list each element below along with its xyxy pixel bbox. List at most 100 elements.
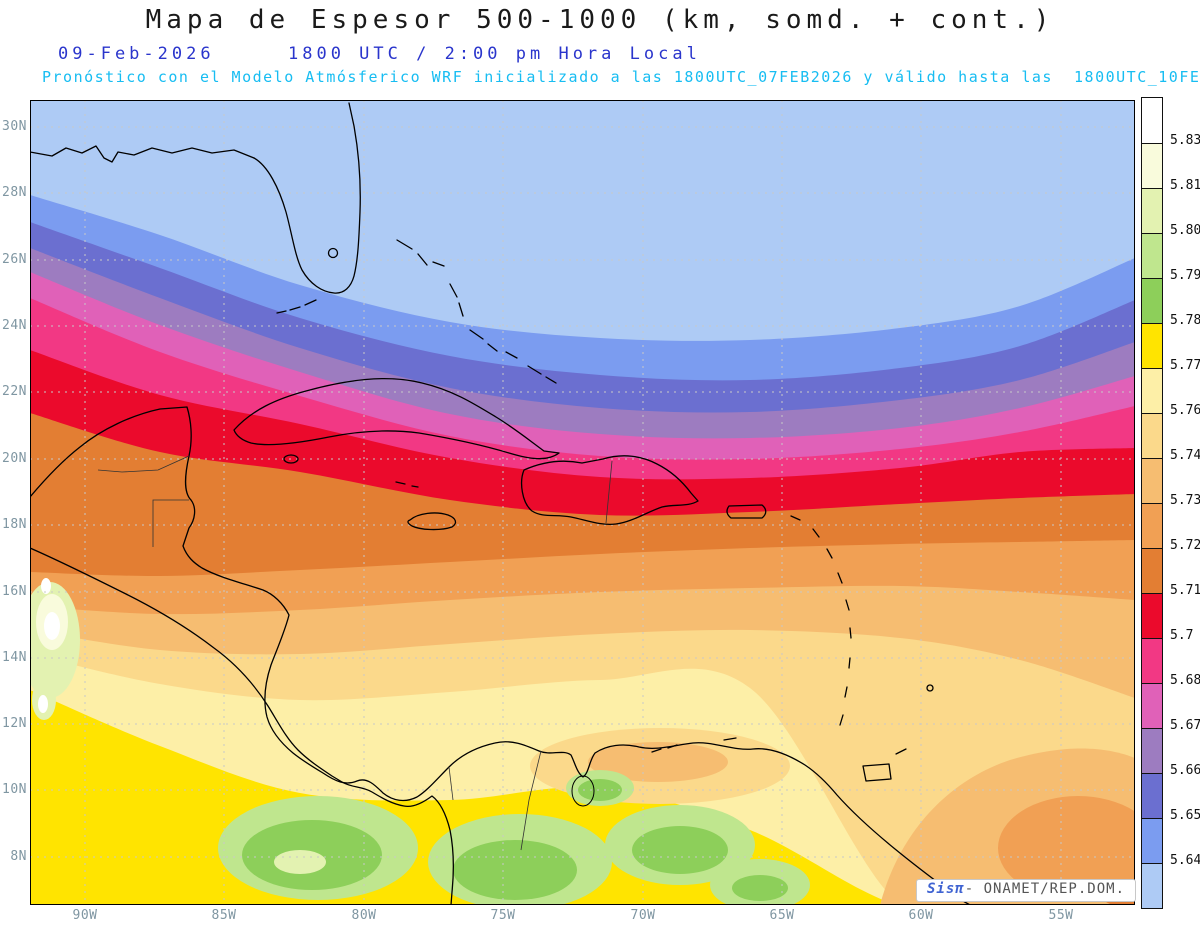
colorbar-segment [1142,503,1162,548]
lon-tick-label: 70W [630,908,656,923]
white-pocket-southwest-2 [41,578,51,594]
colorbar-tick-label: 5.748 [1170,448,1200,463]
border-colombia-venezuela [520,750,542,851]
lat-tick-label: 12N [2,716,27,731]
colorbar-tick-label: 5.736 [1170,493,1200,508]
lat-tick-label: 18N [2,517,27,532]
valid-date: 09-Feb-2026 [58,44,215,64]
border-belize-guatemala [152,499,189,547]
cayman-islands [395,481,419,488]
lat-tick-label: 20N [2,451,27,466]
watermark-org: - ONAMET/REP.DOM. [964,881,1126,897]
florida-keys [276,299,317,314]
lon-tick-label: 65W [769,908,795,923]
colorbar-tick-label: 5.724 [1170,538,1200,553]
colorbar-tick-label: 5.819 [1170,178,1200,193]
colorbar-tick-label: 5.712 [1170,583,1200,598]
colorbar-segment [1142,413,1162,458]
colorbar-tick-label: 5.664 [1170,763,1200,778]
thickness-map-plot [30,100,1135,905]
lat-tick-label: 10N [2,782,27,797]
margarita [723,737,737,741]
lon-tick-label: 60W [908,908,934,923]
white-pocket-southwest-1 [44,612,60,640]
forecast-note: Pronóstico con el Modelo Atmósferico WRF… [42,68,1200,86]
colorbar-segment [1142,458,1162,503]
tan-pocket-venezuela [588,742,728,782]
colorbar-segment [1142,323,1162,368]
lat-tick-label: 26N [2,252,27,267]
colorbar-segment [1142,818,1162,863]
country-borders [97,455,613,851]
colorbar-segment [1142,773,1162,818]
bahamas-islands [396,239,557,384]
thickness-pocket-overlays [30,578,1135,905]
tobago [895,748,907,755]
colorbar-segment [1142,143,1162,188]
white-pocket-southwest-3 [38,695,48,713]
map-clip-group [30,100,1135,905]
green-pocket-colombia-core [453,840,577,900]
barbados [926,684,934,692]
colorbar-tick-label: 5.64 [1170,853,1200,868]
green-pocket-venezuela-core [632,826,728,874]
colorbar-segment [1142,188,1162,233]
coastline-hispaniola [521,455,699,526]
lat-tick-label: 28N [2,185,27,200]
lat-tick-label: 16N [2,584,27,599]
lat-tick-label: 24N [2,318,27,333]
orange-pocket-southeast [998,796,1135,900]
colorbar-tick-label: 5.772 [1170,358,1200,373]
colorbar-segment [1142,593,1162,638]
lon-tick-label: 55W [1048,908,1074,923]
lon-tick-label: 90W [72,908,98,923]
colorbar-tick-label: 5.676 [1170,718,1200,733]
coastline-mainland-caribbean [30,406,971,905]
colorbar-segment [1142,683,1162,728]
border-haiti-dr [605,460,613,524]
colorbar-segment [1142,863,1162,908]
lat-tick-label: 22N [2,384,27,399]
border-mexico-guatemala [97,455,190,473]
coastlines [30,102,971,905]
page-title: Mapa de Espesor 500-1000 (km, somd. + co… [145,5,1055,35]
pale-green-pocket-panama [274,850,326,874]
colorbar-segment [1142,368,1162,413]
colorbar-tick-label: 5.807 [1170,223,1200,238]
colorbar-tick-label: 5.688 [1170,673,1200,688]
trinidad [862,763,892,782]
colorbar-tick-label: 5.783 [1170,313,1200,328]
valid-time: 1800 UTC / 2:00 pm Hora Local [288,44,701,64]
lat-tick-label: 8N [10,849,27,864]
colorbar-segment [1142,638,1162,683]
coastline-gulf-coast [30,145,255,163]
coastline-florida [253,102,361,294]
colorbar-tick-label: 5.7 [1170,628,1194,643]
colorbar [1141,97,1163,909]
lat-tick-label: 30N [2,119,27,134]
lon-tick-label: 85W [211,908,237,923]
isla-juventud [283,454,299,464]
green-pocket-andes-core [578,779,622,801]
coastline-cuba [233,378,560,460]
watermark-brand: Sisπ [927,881,965,897]
coastline-jamaica [407,512,457,531]
colorbar-tick-label: 5.795 [1170,268,1200,283]
colorbar-tick-label: 5.831 [1170,133,1200,148]
colorbar-tick-label: 5.76 [1170,403,1200,418]
lat-lon-gridlines [30,100,1135,905]
lake-okeechobee [327,247,339,259]
watermark: Sisπ- ONAMET/REP.DOM. [916,879,1137,902]
colorbar-tick-label: 5.652 [1170,808,1200,823]
colorbar-segment [1142,233,1162,278]
colorbar-segment [1142,278,1162,323]
lat-tick-label: 14N [2,650,27,665]
lon-tick-label: 75W [490,908,516,923]
lake-maracaibo [571,775,595,807]
coastline-puerto-rico [726,504,767,519]
map-frame [30,100,1135,905]
border-panama-colombia [448,766,454,801]
colorbar-segment [1142,98,1162,143]
green-pocket-guayana-core [732,875,788,901]
